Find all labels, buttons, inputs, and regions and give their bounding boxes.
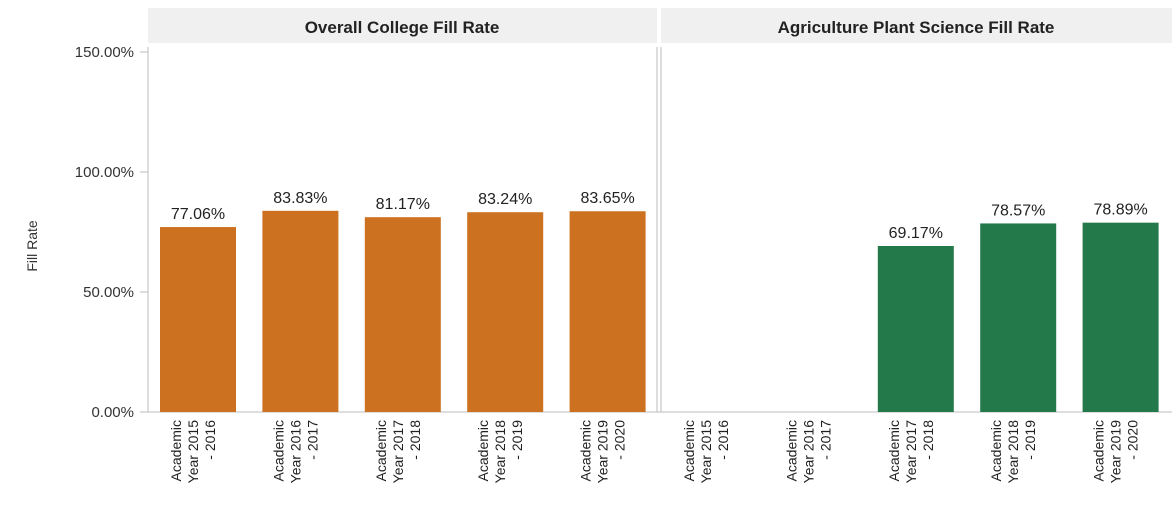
data-label: 83.83%	[273, 190, 327, 207]
y-axis-title: Fill Rate	[24, 220, 40, 272]
category-label: Academic Year 2016- 2017	[270, 420, 320, 484]
category-label: Academic Year 2018- 2019	[988, 420, 1038, 484]
bar	[1082, 222, 1159, 412]
category-label-line: - 2017	[304, 420, 320, 460]
category-label-line: Academic	[578, 420, 594, 481]
bar	[569, 211, 646, 412]
bar	[262, 210, 339, 412]
panel-title-overall: Overall College Fill Rate	[305, 18, 500, 37]
category-label-line: - 2020	[1125, 420, 1141, 460]
category-label: Academic Year 2017- 2018	[373, 420, 423, 484]
data-label: 78.57%	[991, 202, 1045, 219]
category-label-line: Year 2017	[903, 420, 919, 484]
category-label-line: - 2016	[715, 420, 731, 460]
data-label: 77.06%	[171, 206, 225, 223]
category-label-line: Academic	[373, 420, 389, 481]
category-label-line: Year 2018	[1005, 420, 1021, 484]
panel-title-agriculture: Agriculture Plant Science Fill Rate	[778, 18, 1055, 37]
y-tick-label: 0.00%	[91, 404, 134, 421]
category-label-line: Academic	[988, 420, 1004, 481]
panel-overall-college: 77.06%Academic Year 2015- 201683.83%Acade…	[160, 190, 646, 484]
category-label: Academic Year 2017- 2018	[886, 420, 936, 484]
y-tick-label: 150.00%	[75, 44, 134, 61]
category-label-line: Year 2016	[800, 420, 816, 484]
category-label-line: Academic	[270, 420, 286, 481]
y-tick-label: 100.00%	[75, 164, 134, 181]
category-label-line: Academic	[886, 420, 902, 481]
category-label-line: Academic	[1091, 420, 1107, 481]
y-tick-label: 50.00%	[83, 284, 134, 301]
category-label-line: - 2016	[202, 420, 218, 460]
category-label: Academic Year 2016- 2017	[783, 420, 833, 484]
category-label-line: - 2018	[920, 420, 936, 460]
bar	[980, 223, 1057, 412]
y-axis-ticks: 0.00% 50.00% 100.00% 150.00%	[75, 44, 148, 421]
category-label-line: Academic	[681, 420, 697, 481]
category-label-line: - 2019	[1022, 420, 1038, 460]
category-label-line: Year 2018	[492, 420, 508, 484]
category-label-line: Year 2016	[287, 420, 303, 484]
category-label-line: - 2020	[612, 420, 628, 460]
category-label-line: Year 2019	[595, 420, 611, 484]
category-label-line: Year 2017	[390, 420, 406, 484]
category-label: Academic Year 2018- 2019	[475, 420, 525, 484]
panel-header-bg-overall	[148, 8, 657, 43]
data-label: 83.65%	[580, 190, 634, 207]
bar	[467, 212, 544, 412]
bar	[160, 227, 236, 412]
category-label-line: Academic	[783, 420, 799, 481]
data-label: 83.24%	[478, 191, 532, 208]
category-label-line: - 2019	[509, 420, 525, 460]
category-label-line: Year 2015	[185, 420, 201, 484]
bar	[877, 245, 954, 412]
bar	[364, 217, 441, 412]
category-label: Academic Year 2019- 2020	[1091, 420, 1141, 484]
panel-agriculture-plant-science: Academic Year 2015- 2016 Academic Year 2016…	[681, 202, 1159, 484]
panel-header-bg-agriculture	[661, 8, 1172, 43]
category-label-line: Year 2015	[698, 420, 714, 484]
data-label: 69.17%	[889, 225, 943, 242]
category-label-line: - 2017	[817, 420, 833, 460]
category-label-line: Academic	[475, 420, 491, 481]
data-label: 81.17%	[376, 196, 430, 213]
category-label: Academic Year 2019- 2020	[578, 420, 628, 484]
category-label-line: Academic	[168, 420, 184, 481]
category-label-line: Year 2019	[1108, 420, 1124, 484]
category-label-line: - 2018	[407, 420, 423, 460]
category-label: Academic Year 2015- 2016	[168, 420, 218, 484]
category-label: Academic Year 2015- 2016	[681, 420, 731, 484]
data-label: 78.89%	[1093, 202, 1147, 219]
